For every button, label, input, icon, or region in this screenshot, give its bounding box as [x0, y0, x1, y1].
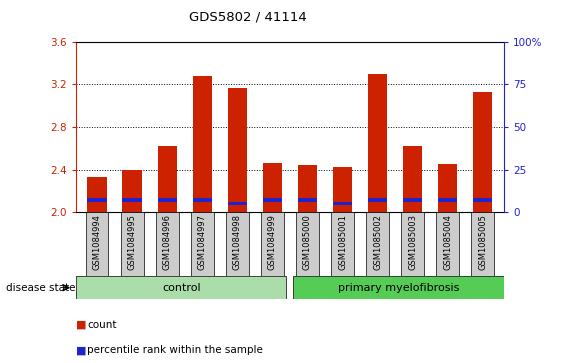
Text: GSM1084994: GSM1084994 [92, 214, 101, 270]
Bar [473, 92, 493, 212]
Text: GSM1085001: GSM1085001 [338, 214, 347, 270]
Text: GSM1084995: GSM1084995 [128, 214, 137, 270]
Bar [123, 170, 142, 212]
Bar [226, 212, 249, 276]
Text: ■: ■ [76, 345, 87, 355]
Bar [261, 212, 284, 276]
Bar [438, 199, 457, 202]
Bar [76, 276, 287, 299]
Text: GSM1084999: GSM1084999 [268, 214, 277, 270]
Bar [293, 276, 504, 299]
Bar [333, 202, 352, 205]
Text: GSM1085000: GSM1085000 [303, 214, 312, 270]
Bar [120, 212, 144, 276]
Text: GSM1085002: GSM1085002 [373, 214, 382, 270]
Bar [368, 74, 387, 212]
Bar [438, 164, 457, 212]
Bar [471, 212, 494, 276]
Bar [87, 177, 107, 212]
Bar [403, 199, 422, 202]
Text: disease state: disease state [6, 283, 75, 293]
Bar [123, 199, 142, 202]
Bar [331, 212, 354, 276]
Text: GSM1085003: GSM1085003 [408, 214, 417, 270]
Bar [158, 146, 177, 212]
Bar [86, 212, 109, 276]
Text: control: control [162, 283, 200, 293]
Bar [158, 199, 177, 202]
Bar [333, 167, 352, 212]
Bar [473, 199, 493, 202]
Bar [227, 87, 247, 212]
Bar [191, 212, 214, 276]
Text: percentile rank within the sample: percentile rank within the sample [87, 345, 263, 355]
Text: GSM1084997: GSM1084997 [198, 214, 207, 270]
Bar [263, 163, 282, 212]
Bar [436, 212, 459, 276]
Bar [298, 199, 317, 202]
Bar [403, 146, 422, 212]
Text: GDS5802 / 41114: GDS5802 / 41114 [189, 11, 307, 24]
Text: GSM1085004: GSM1085004 [443, 214, 452, 270]
Bar [87, 199, 107, 202]
Text: count: count [87, 320, 117, 330]
Bar [193, 76, 212, 212]
Text: GSM1084998: GSM1084998 [233, 214, 242, 270]
Text: GSM1085005: GSM1085005 [479, 214, 488, 270]
Bar [227, 202, 247, 205]
Bar [263, 199, 282, 202]
Bar [401, 212, 424, 276]
Bar [366, 212, 389, 276]
Bar [296, 212, 319, 276]
Bar [156, 212, 178, 276]
Text: primary myelofibrosis: primary myelofibrosis [338, 283, 459, 293]
Bar [368, 199, 387, 202]
Text: ■: ■ [76, 320, 87, 330]
Bar [193, 199, 212, 202]
Bar [298, 166, 317, 212]
Text: GSM1084996: GSM1084996 [163, 214, 172, 270]
